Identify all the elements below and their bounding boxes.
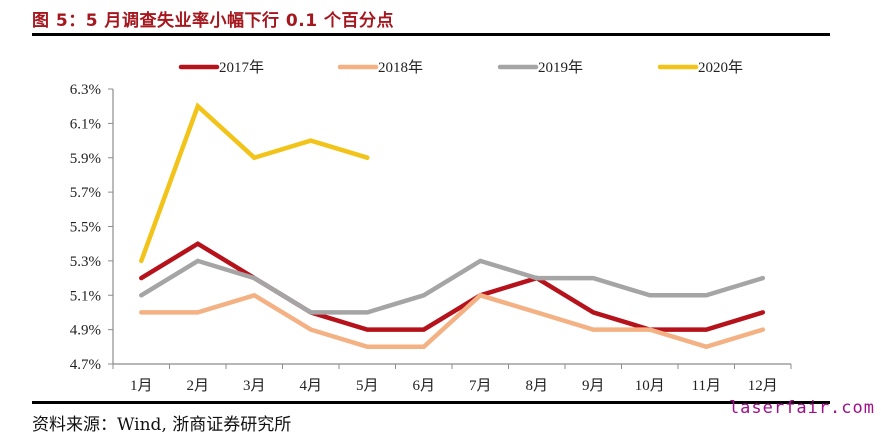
y-tick-label: 5.3% [70,254,101,270]
legend: 2017年 2018年 2019年 2020年 [178,59,743,76]
x-tick-label: 1月 [130,378,153,394]
x-tick-label: 11月 [692,378,721,394]
axes: 4.7% 4.9% 5.1% 5.3% 5.5% 5.7% 5.9% 6.1% 6.3% 1月 2月… [70,82,792,394]
y-tick-label: 4.9% [70,323,101,339]
y-tick-label: 6.1% [70,116,101,132]
y-tick-label: 5.9% [70,151,101,167]
x-tick-label: 4月 [299,378,322,394]
series-lines [139,102,766,350]
x-tick-label: 7月 [469,378,492,394]
y-tick-label: 5.5% [70,220,101,236]
x-tick-label: 8月 [525,378,548,394]
x-tick-label: 6月 [412,378,435,394]
y-tick-label: 4.7% [70,357,101,373]
legend-label: 2017年 [219,59,264,76]
x-tick-label: 9月 [582,378,605,394]
x-tick-label: 5月 [356,378,379,394]
source-note: 资料来源：Wind, 浙商证券研究所 [32,415,292,435]
chart-title: 图 5：5 月调查失业率小幅下行 0.1 个百分点 [32,11,394,31]
series-line-2019 [139,258,766,315]
top-rule [32,33,830,36]
y-tick-label: 5.1% [70,288,101,304]
series-line-2017 [139,241,766,332]
y-tick-label: 6.3% [70,82,101,98]
x-tick-label: 10月 [635,378,665,394]
series-line-2018 [139,292,766,350]
bottom-rule [32,401,830,404]
series-line-2020 [139,102,370,264]
x-tick-label: 3月 [243,378,266,394]
legend-label: 2020年 [698,59,743,76]
x-tick-label: 2月 [186,378,209,394]
legend-label: 2018年 [378,59,423,76]
legend-label: 2019年 [538,59,583,76]
watermark: laserfair.com [728,398,875,418]
y-tick-label: 5.7% [70,185,101,201]
x-tick-label: 12月 [748,378,778,394]
